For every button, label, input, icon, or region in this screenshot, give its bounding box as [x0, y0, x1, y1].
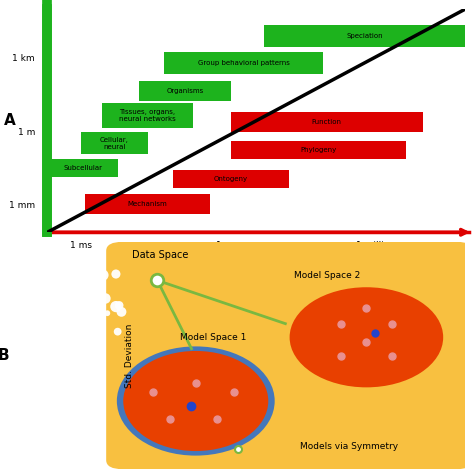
Point	[82, 257, 90, 265]
Point	[75, 250, 82, 258]
Text: Tissues, organs,
neural networks: Tissues, organs, neural networks	[119, 109, 176, 122]
Point	[97, 296, 105, 304]
Point	[99, 271, 107, 279]
Text: Model Space 1: Model Space 1	[180, 333, 246, 342]
Text: Data Space: Data Space	[132, 250, 188, 260]
Bar	[231, 141, 406, 159]
Bar	[164, 52, 323, 74]
Text: Cellular,
neural: Cellular, neural	[100, 137, 128, 150]
Ellipse shape	[290, 287, 443, 387]
Text: Function: Function	[312, 119, 342, 125]
Point	[83, 291, 91, 299]
FancyBboxPatch shape	[106, 242, 473, 469]
Point	[112, 303, 119, 310]
Bar	[47, 159, 118, 177]
Point	[49, 347, 57, 355]
Point	[93, 299, 101, 306]
Text: Models via Symmetry: Models via Symmetry	[300, 442, 399, 451]
Bar	[173, 170, 289, 188]
Point	[92, 291, 100, 299]
Point	[44, 308, 51, 315]
Text: 1 m: 1 m	[18, 128, 35, 137]
Point	[55, 303, 63, 310]
Bar	[231, 112, 423, 132]
Point	[81, 337, 89, 345]
Bar	[85, 194, 210, 214]
Text: Phylogeny: Phylogeny	[301, 147, 337, 153]
Text: 1 mm: 1 mm	[9, 201, 35, 210]
Bar	[264, 25, 465, 47]
Text: 1 km: 1 km	[12, 54, 35, 63]
Point	[60, 286, 68, 293]
Point	[115, 301, 123, 309]
Point	[112, 270, 120, 278]
Text: Model Space 2: Model Space 2	[294, 272, 360, 281]
Text: 1 million years: 1 million years	[356, 241, 423, 250]
Text: 1 ms: 1 ms	[70, 241, 92, 250]
Point	[62, 298, 69, 306]
Point	[101, 295, 109, 302]
Point	[45, 325, 52, 333]
Point	[74, 307, 82, 315]
Text: Group behavioral patterns: Group behavioral patterns	[198, 60, 290, 66]
Point	[79, 318, 86, 325]
Ellipse shape	[117, 346, 274, 456]
Bar	[81, 132, 147, 155]
Bar	[101, 103, 193, 128]
Text: B: B	[0, 348, 9, 363]
Text: Std. Deviation: Std. Deviation	[125, 323, 134, 388]
Text: Mechanism: Mechanism	[128, 201, 167, 208]
Text: Subcellular: Subcellular	[64, 164, 102, 171]
Text: Speciation: Speciation	[346, 33, 383, 39]
Point	[103, 310, 111, 317]
Point	[76, 273, 84, 280]
Point	[87, 302, 95, 310]
Point	[79, 265, 87, 273]
Text: Organisms: Organisms	[166, 88, 204, 94]
Text: Ontogeny: Ontogeny	[214, 176, 248, 182]
Point	[40, 268, 48, 275]
Point	[69, 277, 77, 284]
Point	[114, 328, 121, 336]
Text: 1 year: 1 year	[217, 241, 246, 250]
Ellipse shape	[123, 351, 268, 451]
Text: A: A	[4, 113, 16, 128]
Point	[118, 308, 125, 316]
Point	[57, 279, 64, 287]
Point	[44, 314, 52, 321]
Bar	[139, 81, 231, 101]
